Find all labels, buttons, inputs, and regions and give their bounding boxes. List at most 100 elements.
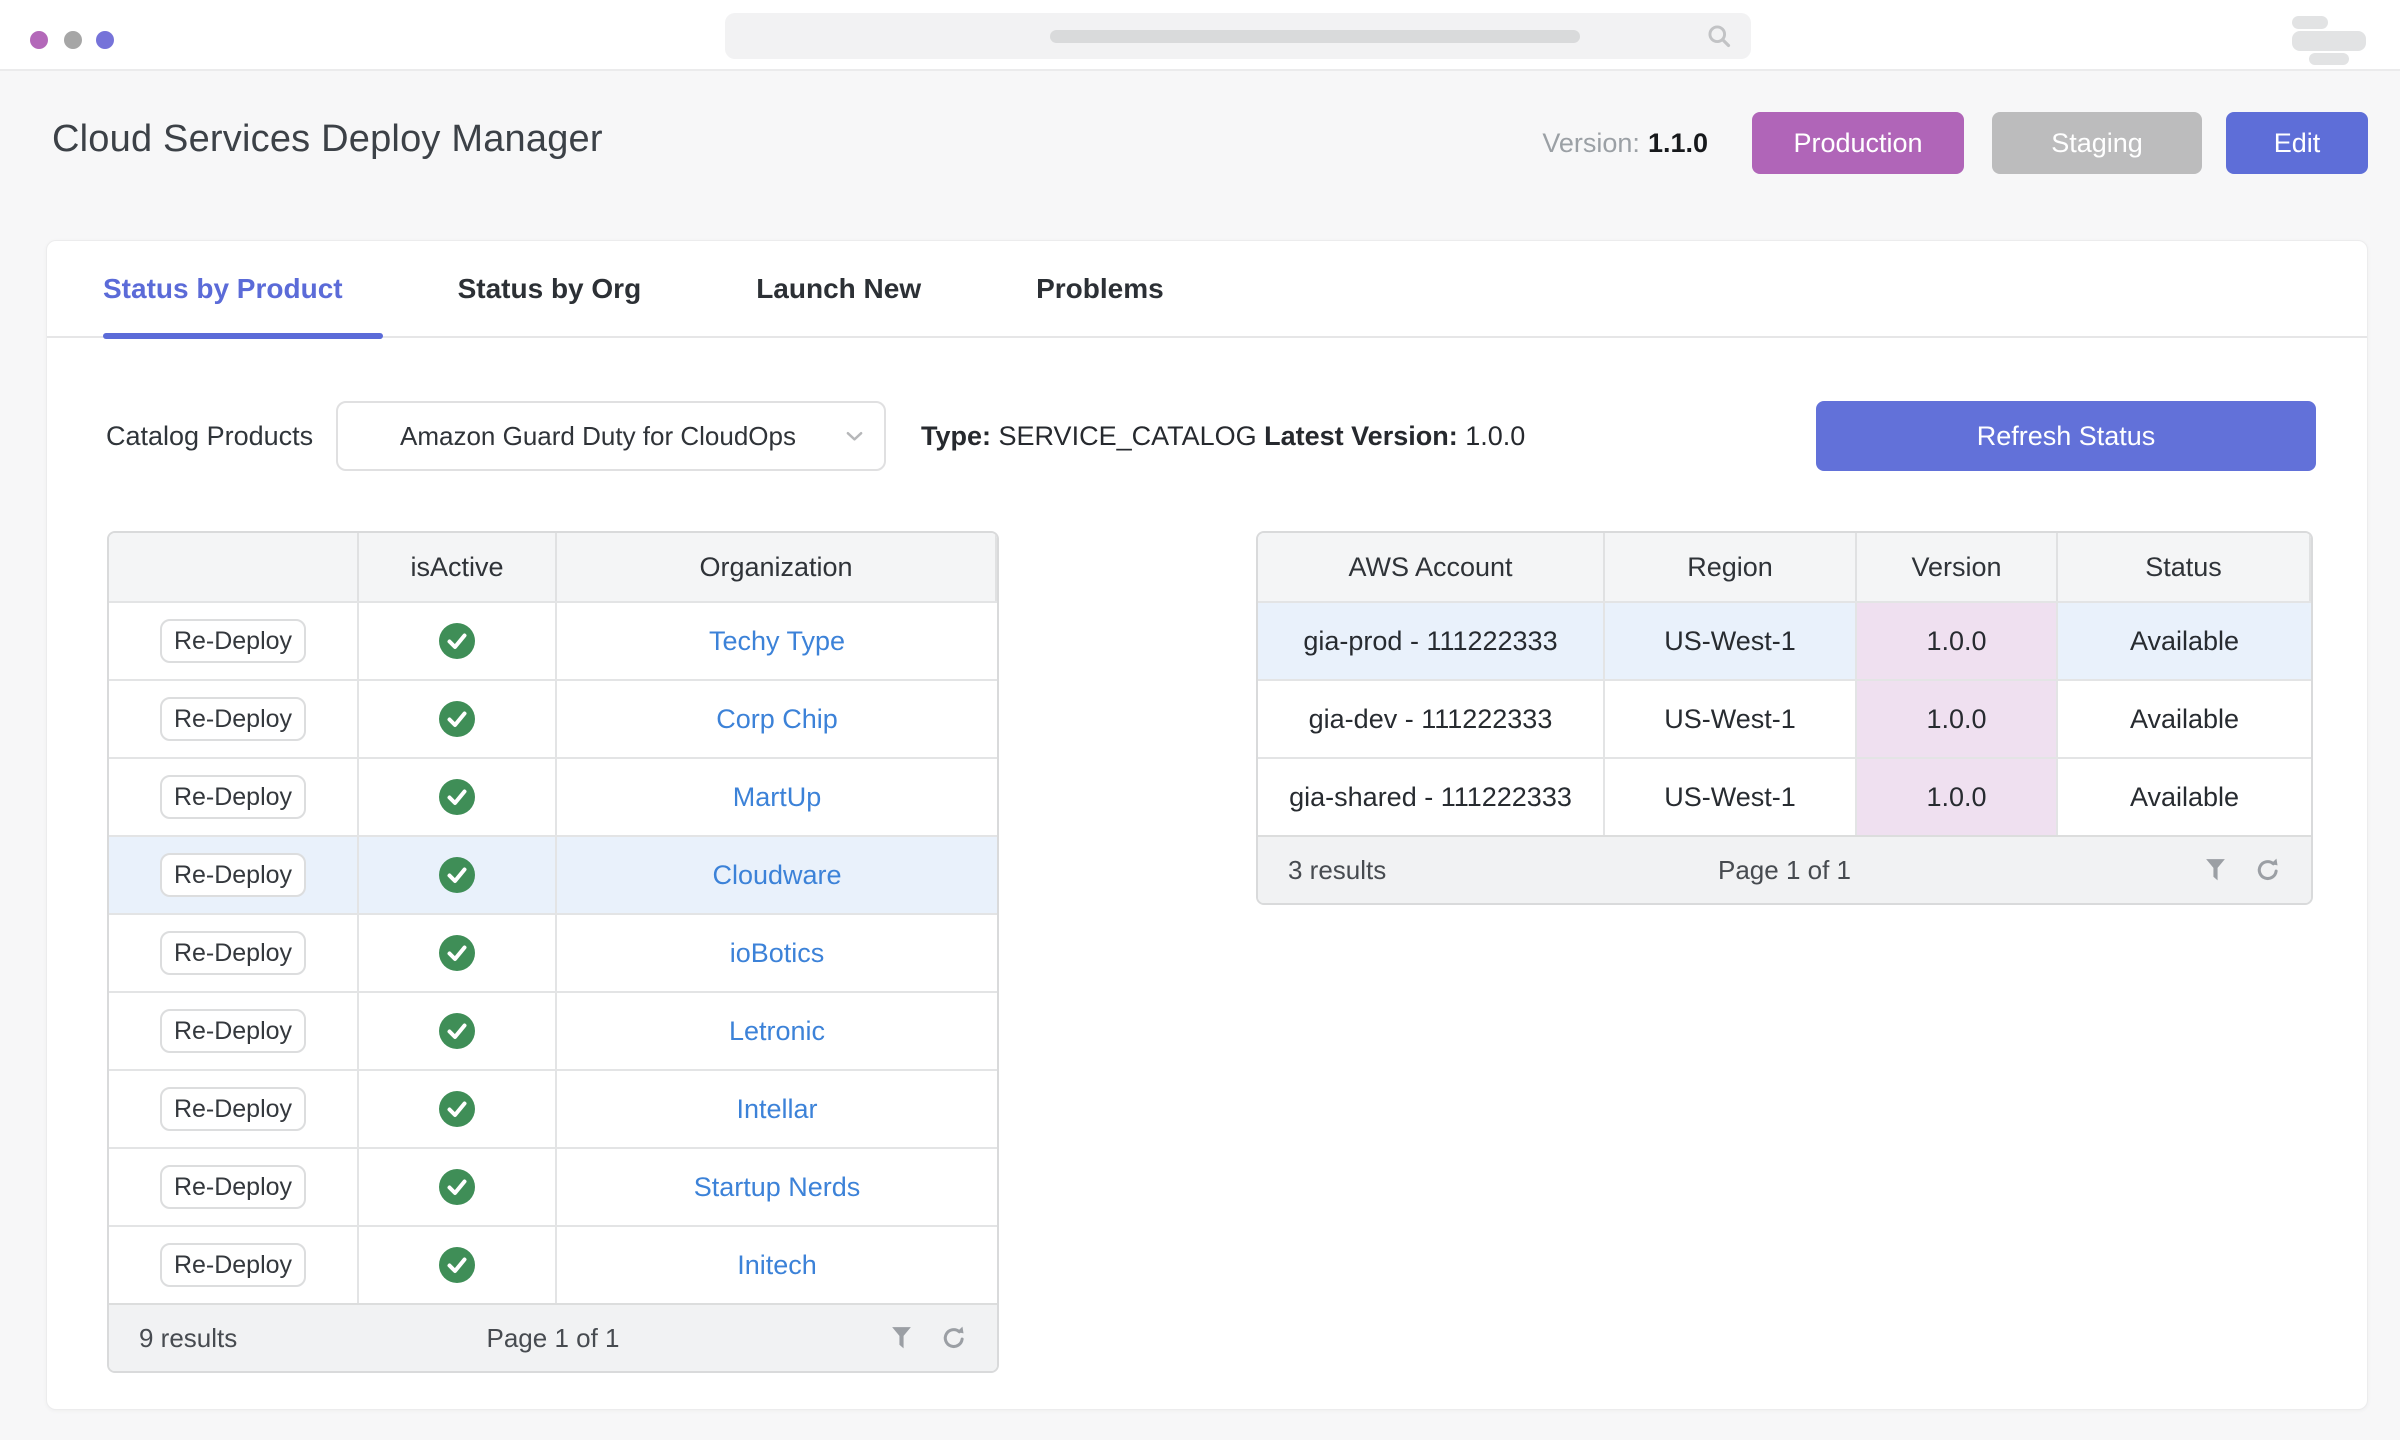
- chevron-down-icon: [845, 430, 864, 448]
- redeploy-button[interactable]: Re-Deploy: [160, 1165, 306, 1209]
- header-cell-version: Version: [1857, 533, 2058, 601]
- redeploy-cell: Re-Deploy: [109, 759, 359, 835]
- organization-cell: Techy Type: [557, 603, 997, 679]
- organization-link[interactable]: Corp Chip: [716, 703, 838, 734]
- region-cell: US-West-1: [1605, 759, 1857, 835]
- organization-link[interactable]: Intellar: [736, 1093, 818, 1124]
- active-check-icon: [439, 1247, 475, 1283]
- org-table-row: Re-Deploy Techy Type: [109, 601, 997, 679]
- active-check-icon: [439, 701, 475, 737]
- version-label: Version:: [1542, 127, 1640, 158]
- status-cell: Available: [2129, 781, 2240, 812]
- catalog-product-selected-value: Amazon Guard Duty for CloudOps: [400, 420, 796, 451]
- version-cell: 1.0.0: [1857, 759, 2058, 835]
- header-cell-region: Region: [1605, 533, 1857, 601]
- window-dot-purple[interactable]: [30, 31, 48, 49]
- organization-cell: Letronic: [557, 993, 997, 1069]
- redeploy-button[interactable]: Re-Deploy: [160, 1087, 306, 1131]
- production-button[interactable]: Production: [1752, 112, 1964, 174]
- isactive-cell: [359, 1149, 557, 1225]
- active-check-icon: [439, 935, 475, 971]
- organization-link[interactable]: Cloudware: [712, 859, 842, 890]
- tab-status-by-org[interactable]: Status by Org: [457, 272, 642, 304]
- main-panel: Status by Product Status by Org Launch N…: [46, 240, 2368, 1410]
- header-cell-organization: Organization: [557, 533, 997, 601]
- org-table-row: Re-Deploy MartUp: [109, 757, 997, 835]
- organization-cell: MartUp: [557, 759, 997, 835]
- window-menu-icon[interactable]: [2292, 16, 2367, 65]
- table-footer: 9 results Page 1 of 1: [109, 1303, 997, 1371]
- latest-version-value: 1.0.0: [1465, 421, 1526, 451]
- table-footer: 3 results Page 1 of 1: [1258, 835, 2311, 903]
- version-cell: 1.0.0: [1857, 603, 2058, 679]
- organization-link[interactable]: Initech: [737, 1249, 817, 1280]
- redeploy-button[interactable]: Re-Deploy: [160, 1009, 306, 1053]
- filter-icon[interactable]: [2204, 857, 2227, 883]
- edit-button[interactable]: Edit: [2226, 112, 2368, 174]
- redeploy-button[interactable]: Re-Deploy: [160, 1243, 306, 1287]
- isactive-cell: [359, 915, 557, 991]
- organization-cell: Corp Chip: [557, 681, 997, 757]
- account-cell: gia-prod - 111222333: [1258, 603, 1605, 679]
- redeploy-button[interactable]: Re-Deploy: [160, 775, 306, 819]
- active-check-icon: [439, 1013, 475, 1049]
- staging-button[interactable]: Staging: [1992, 112, 2202, 174]
- redeploy-cell: Re-Deploy: [109, 915, 359, 991]
- version-cell: 1.0.0: [1857, 681, 2058, 757]
- window-titlebar: [0, 0, 2400, 71]
- organization-link[interactable]: Letronic: [728, 1015, 826, 1046]
- redeploy-button[interactable]: Re-Deploy: [160, 619, 306, 663]
- organization-cell: Cloudware: [557, 837, 997, 913]
- active-check-icon: [439, 1169, 475, 1205]
- redeploy-button[interactable]: Re-Deploy: [160, 931, 306, 975]
- organization-link[interactable]: Startup Nerds: [693, 1171, 861, 1202]
- redeploy-cell: Re-Deploy: [109, 1071, 359, 1147]
- account-table-row: gia-shared - 111222333 US-West-1 1.0.0 Avai…: [1258, 757, 2311, 835]
- window-dot-indigo[interactable]: [96, 31, 114, 49]
- redeploy-cell: Re-Deploy: [109, 993, 359, 1069]
- browser-search-input[interactable]: [725, 13, 1751, 59]
- page-indicator: Page 1 of 1: [486, 1322, 620, 1353]
- header-actions: Version: 1.1.0 Production Staging Edit: [1542, 112, 2368, 174]
- redeploy-button[interactable]: Re-Deploy: [160, 697, 306, 741]
- redeploy-button[interactable]: Re-Deploy: [160, 853, 306, 897]
- search-icon[interactable]: [1706, 23, 1733, 55]
- isactive-cell: [359, 759, 557, 835]
- organization-link[interactable]: MartUp: [732, 781, 822, 812]
- status-cell: Available: [2058, 603, 2311, 679]
- account-table-row: gia-prod - 111222333 US-West-1 1.0.0 Availa…: [1258, 601, 2311, 679]
- refresh-icon[interactable]: [2255, 857, 2281, 883]
- tab-problems[interactable]: Problems: [1036, 272, 1164, 304]
- isactive-cell: [359, 603, 557, 679]
- organization-cell: Initech: [557, 1227, 997, 1303]
- org-table-row: Re-Deploy Startup Nerds: [109, 1147, 997, 1225]
- organization-link[interactable]: ioBotics: [729, 937, 825, 968]
- tab-launch-new[interactable]: Launch New: [756, 272, 922, 304]
- region-cell: US-West-1: [1605, 681, 1857, 757]
- filter-icon[interactable]: [890, 1325, 913, 1351]
- redeploy-cell: Re-Deploy: [109, 1227, 359, 1303]
- refresh-icon[interactable]: [941, 1325, 967, 1351]
- redeploy-cell: Re-Deploy: [109, 603, 359, 679]
- active-check-icon: [439, 779, 475, 815]
- redeploy-cell: Re-Deploy: [109, 837, 359, 913]
- organization-link[interactable]: Techy Type: [708, 625, 846, 656]
- refresh-status-button[interactable]: Refresh Status: [1816, 401, 2316, 471]
- controls-row: Catalog Products Amazon Guard Duty for C…: [47, 401, 2367, 471]
- table-header-row: AWS Account Region Version Status: [1258, 533, 2311, 601]
- window-dot-gray[interactable]: [64, 31, 82, 49]
- catalog-product-select[interactable]: Amazon Guard Duty for CloudOps: [336, 401, 886, 471]
- results-count: 9 results: [139, 1322, 238, 1353]
- account-cell: gia-dev - 111222333: [1258, 681, 1605, 757]
- isactive-cell: [359, 993, 557, 1069]
- product-meta-text: Type: SERVICE_CATALOG Latest Version: 1.…: [921, 401, 1525, 471]
- active-check-icon: [439, 857, 475, 893]
- catalog-products-label: Catalog Products: [106, 421, 314, 451]
- isactive-cell: [359, 837, 557, 913]
- tab-status-by-product[interactable]: Status by Product: [103, 240, 383, 339]
- type-value: SERVICE_CATALOG: [998, 421, 1257, 451]
- isactive-cell: [359, 1227, 557, 1303]
- status-cell: Available: [2129, 703, 2240, 734]
- page-indicator: Page 1 of 1: [1718, 854, 1851, 885]
- table-header-row: isActive Organization: [109, 533, 997, 601]
